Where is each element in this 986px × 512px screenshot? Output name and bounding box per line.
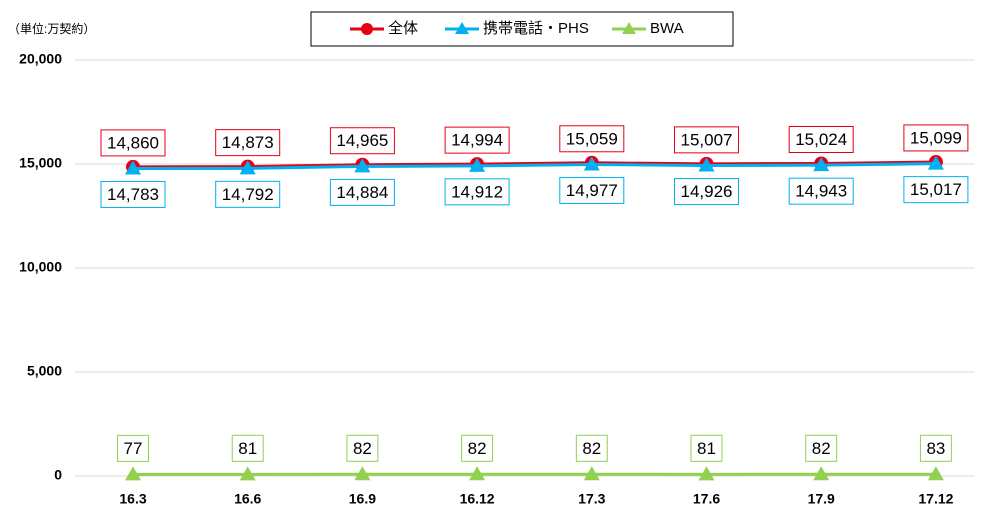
marker [583,156,600,171]
value-label: 15,024 [795,130,847,149]
value-label-box [559,125,625,153]
series-line [132,160,936,169]
marker [354,158,371,173]
marker [813,157,830,172]
y-tick-label: 5,000 [27,363,62,379]
value-label-box [444,178,510,206]
y-tick-label: 10,000 [19,259,62,275]
value-label: 15,007 [681,130,733,149]
series-line [132,162,936,171]
marker [239,160,256,175]
marker [469,466,486,481]
value-label-box [903,176,969,204]
x-tick-label: 16.3 [119,491,146,507]
value-label: 77 [124,439,143,458]
marker [354,466,371,481]
x-tick-label: 16.6 [234,491,261,507]
value-label: 81 [697,439,716,458]
x-tick-label: 17.12 [918,491,953,507]
value-label: 82 [582,439,601,458]
value-label: 82 [812,439,831,458]
legend-label: BWA [650,20,684,37]
value-label: 14,873 [222,133,274,152]
legend-marker [455,22,469,34]
value-label-box [903,124,969,152]
value-label-box [117,434,149,462]
value-label-box [805,434,838,462]
value-label-box [100,181,166,209]
value-label: 15,059 [566,129,618,148]
value-label: 14,965 [336,131,388,150]
value-label: 82 [353,439,372,458]
y-tick-label: 15,000 [19,155,62,171]
legend-label: 携帯電話・PHS [483,20,589,37]
marker [125,466,141,481]
value-label: 14,884 [336,183,388,202]
marker [583,466,600,481]
marker [239,466,256,481]
legend-marker [622,22,636,34]
value-label-box [461,434,494,462]
value-label-box [674,178,739,206]
value-label: 14,792 [222,185,274,204]
unit-label: （単位:万契約） [8,21,95,36]
marker [125,160,141,175]
marker [927,155,944,170]
marker [469,157,486,172]
value-label-box [575,434,608,462]
value-label-box [559,176,625,204]
value-label: 15,017 [910,180,962,199]
x-tick-label: 16.9 [349,491,376,507]
x-tick-label: 17.3 [578,491,605,507]
value-label: 15,099 [910,128,962,147]
value-label: 14,926 [681,182,733,201]
marker [698,466,715,481]
marker [698,157,715,172]
value-label: 83 [926,439,945,458]
marker [927,466,944,481]
value-label-box [231,434,264,462]
value-label: 14,783 [107,185,159,204]
value-label-box [215,180,281,208]
value-label-box [690,434,723,462]
value-label: 14,912 [451,182,503,201]
value-label-box [674,126,739,154]
x-tick-label: 16.12 [460,491,495,507]
value-label-box [329,127,395,155]
value-label: 14,994 [451,131,503,150]
x-tick-label: 17.6 [693,491,720,507]
value-label-box [215,129,281,157]
value-label: 14,943 [795,182,847,201]
legend-marker [361,23,373,35]
value-label-box [788,177,854,205]
value-label-box [329,178,395,206]
value-label-box [444,126,510,154]
legend-label: 全体 [388,19,418,37]
marker [813,466,830,481]
value-label-box [788,126,854,154]
value-label-box [919,434,952,462]
value-label: 82 [468,439,487,458]
value-label: 81 [238,439,257,458]
value-label-box [346,434,379,462]
y-tick-label: 20,000 [19,51,62,67]
value-label: 14,977 [566,181,618,200]
value-label-box [100,129,166,157]
value-label: 14,860 [107,133,159,152]
y-tick-label: 0 [54,467,62,483]
x-tick-label: 17.9 [808,491,835,507]
